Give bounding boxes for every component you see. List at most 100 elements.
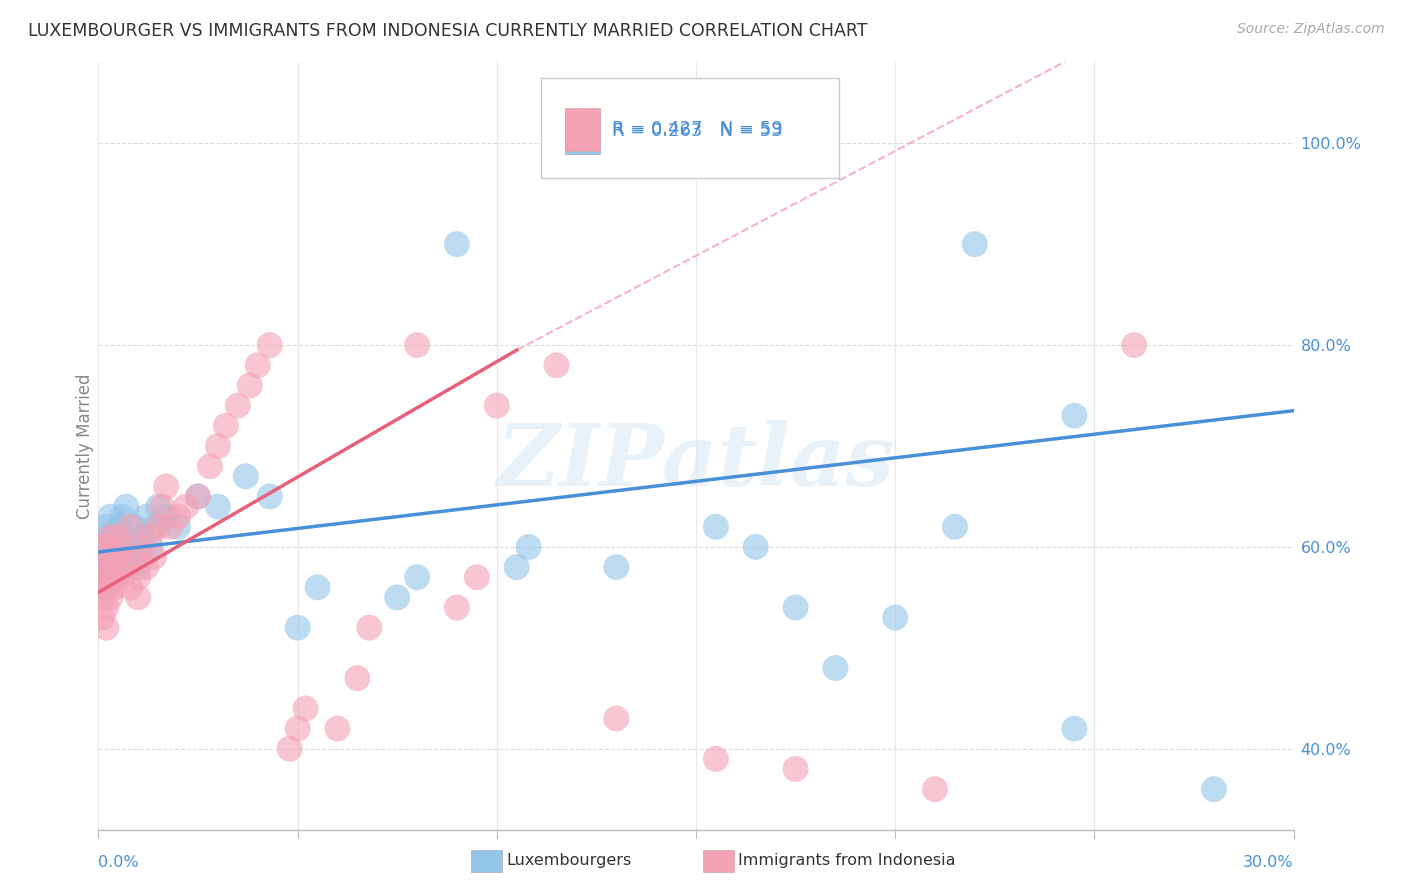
Point xyxy=(98,530,122,544)
FancyBboxPatch shape xyxy=(565,112,600,154)
Point xyxy=(135,560,157,574)
Point xyxy=(824,661,846,675)
Point xyxy=(167,509,190,524)
Point xyxy=(96,580,118,594)
Point xyxy=(96,540,118,554)
Point xyxy=(115,500,138,514)
Point xyxy=(111,540,134,554)
Point xyxy=(111,509,134,524)
Point xyxy=(326,722,349,736)
Point xyxy=(96,621,118,635)
Point xyxy=(131,540,153,554)
Y-axis label: Currently Married: Currently Married xyxy=(76,373,94,519)
Point xyxy=(1063,409,1085,423)
Point xyxy=(155,479,177,493)
Point xyxy=(127,540,149,554)
Point xyxy=(115,560,138,574)
Point xyxy=(517,540,540,554)
Point xyxy=(215,418,238,433)
Point xyxy=(207,500,229,514)
Point xyxy=(287,621,309,635)
Point xyxy=(187,490,209,504)
Point xyxy=(103,530,125,544)
Text: R = 0.263   N = 53: R = 0.263 N = 53 xyxy=(613,122,783,140)
Point xyxy=(103,570,125,584)
Point xyxy=(111,570,134,584)
Point xyxy=(96,540,118,554)
Text: 30.0%: 30.0% xyxy=(1243,855,1294,870)
Point xyxy=(120,530,142,544)
Point xyxy=(107,520,129,534)
Point xyxy=(98,540,122,554)
Point xyxy=(139,540,162,554)
Point xyxy=(115,540,138,554)
Text: Luxembourgers: Luxembourgers xyxy=(506,854,631,868)
Point xyxy=(1063,722,1085,736)
FancyBboxPatch shape xyxy=(565,109,600,151)
Point xyxy=(131,530,153,544)
Point xyxy=(506,560,529,574)
Point xyxy=(98,560,122,574)
Point xyxy=(159,520,181,534)
Point xyxy=(307,580,329,594)
Point xyxy=(246,358,269,372)
Point xyxy=(198,459,221,474)
Point xyxy=(704,520,727,534)
Point xyxy=(605,560,627,574)
Point xyxy=(96,560,118,574)
Point xyxy=(187,490,209,504)
Text: Source: ZipAtlas.com: Source: ZipAtlas.com xyxy=(1237,22,1385,37)
Point xyxy=(103,560,125,574)
Point xyxy=(107,540,129,554)
Point xyxy=(235,469,257,483)
Point xyxy=(148,500,170,514)
Point xyxy=(135,509,157,524)
Point xyxy=(103,549,125,564)
Point xyxy=(785,600,807,615)
Point xyxy=(259,338,281,352)
Point xyxy=(294,701,316,715)
Point xyxy=(174,500,197,514)
Point xyxy=(148,520,170,534)
FancyBboxPatch shape xyxy=(541,78,839,178)
Point xyxy=(96,580,118,594)
Point xyxy=(139,530,162,544)
Point xyxy=(226,399,249,413)
Point xyxy=(943,520,966,534)
Point xyxy=(124,520,146,534)
Point xyxy=(963,237,986,252)
Point xyxy=(446,600,468,615)
Text: 0.0%: 0.0% xyxy=(98,855,139,870)
Point xyxy=(127,570,149,584)
Point xyxy=(91,570,114,584)
Point xyxy=(239,378,262,392)
Point xyxy=(143,549,166,564)
Point xyxy=(98,549,122,564)
Point xyxy=(346,671,368,685)
Point xyxy=(1123,338,1146,352)
Point xyxy=(155,509,177,524)
Text: LUXEMBOURGER VS IMMIGRANTS FROM INDONESIA CURRENTLY MARRIED CORRELATION CHART: LUXEMBOURGER VS IMMIGRANTS FROM INDONESI… xyxy=(28,22,868,40)
Point xyxy=(884,610,907,624)
Point xyxy=(127,560,149,574)
Point xyxy=(143,520,166,534)
Point xyxy=(446,237,468,252)
Point xyxy=(107,549,129,564)
Point xyxy=(96,520,118,534)
Point xyxy=(111,560,134,574)
Point xyxy=(120,580,142,594)
Text: R = 0.427   N = 59: R = 0.427 N = 59 xyxy=(613,120,783,138)
Point xyxy=(98,570,122,584)
Point xyxy=(96,560,118,574)
Point xyxy=(96,600,118,615)
Point xyxy=(150,500,173,514)
Point xyxy=(465,570,488,584)
Point xyxy=(120,549,142,564)
Point xyxy=(785,762,807,776)
Point xyxy=(127,591,149,605)
Point xyxy=(485,399,508,413)
Point xyxy=(98,509,122,524)
Point xyxy=(745,540,768,554)
Point xyxy=(207,439,229,453)
Point xyxy=(1202,782,1225,797)
